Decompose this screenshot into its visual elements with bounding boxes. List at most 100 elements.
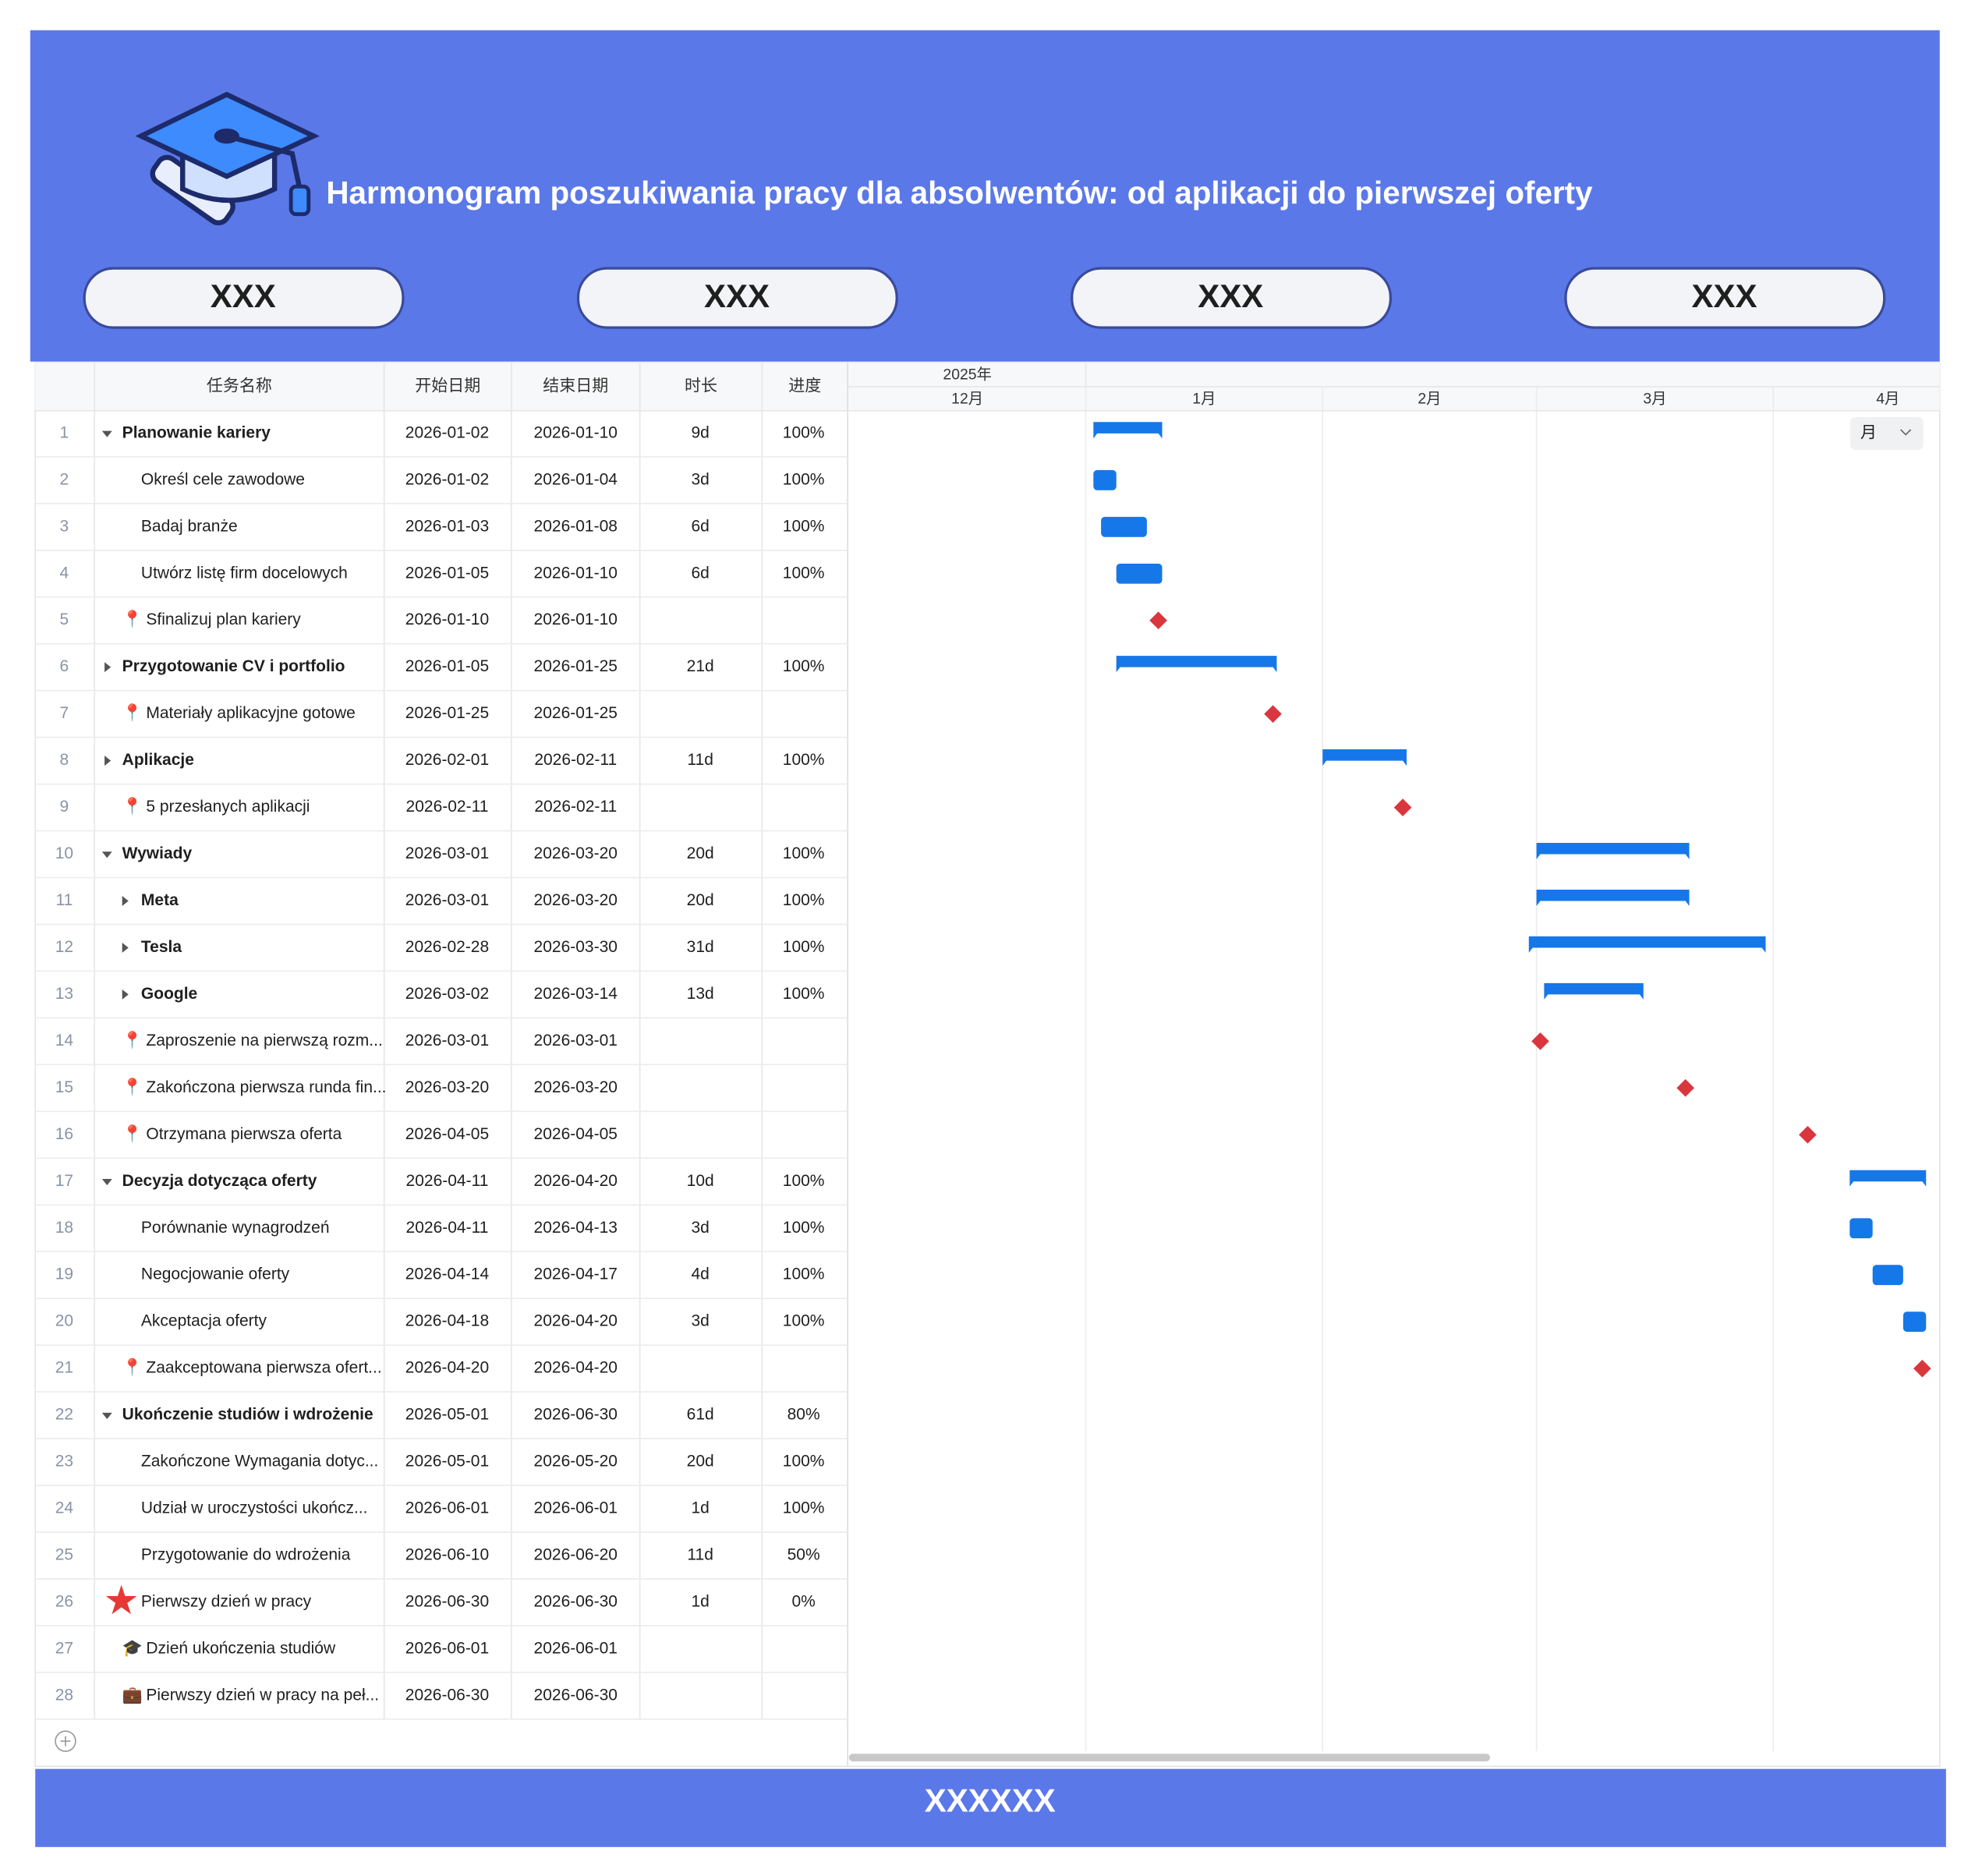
end-date: 2026-01-08 — [534, 517, 618, 535]
task-name: Google — [141, 985, 197, 1003]
end-date: 2026-03-20 — [534, 844, 618, 862]
summary-bar — [1536, 842, 1690, 859]
row-number: 13 — [55, 985, 73, 1003]
progress: 100% — [783, 1219, 825, 1237]
row-icon: 📍 — [122, 1030, 143, 1049]
timeline-body: 12月 2025年 1月 2月 3月 4月 — [943, 363, 1931, 1752]
toggle-expanded[interactable] — [101, 1412, 112, 1419]
column-header: 结束日期 — [543, 377, 608, 395]
row-number: 3 — [60, 517, 69, 535]
month-label: 3月 — [1643, 390, 1666, 407]
chevron — [1900, 429, 1912, 436]
task-bar — [1101, 516, 1147, 537]
toggle-expanded[interactable] — [101, 851, 112, 858]
column-header: 进度 — [788, 377, 821, 395]
end-date: 2026-04-20 — [534, 1312, 618, 1330]
end-date: 2026-01-25 — [534, 657, 618, 675]
progress: 0% — [791, 1593, 815, 1611]
duration: 9d — [692, 423, 710, 441]
end-date: 2026-06-20 — [534, 1546, 618, 1564]
task-name: Aplikacje — [122, 751, 194, 769]
row-icon: ★ — [103, 1577, 139, 1623]
row-icon: 📍 — [122, 796, 143, 816]
end-date: 2026-06-30 — [534, 1686, 618, 1704]
toggle-collapsed[interactable] — [122, 989, 129, 1000]
start-date: 2026-06-01 — [405, 1499, 489, 1517]
summary-bar — [1849, 1170, 1927, 1187]
duration: 1d — [692, 1499, 710, 1517]
table-header — [35, 363, 848, 411]
task-name: Planowanie kariery — [122, 423, 271, 441]
column-header: 时长 — [685, 377, 717, 395]
toggle-collapsed[interactable] — [104, 756, 111, 766]
month-label: 12月 — [951, 390, 983, 407]
header-button[interactable] — [576, 267, 898, 329]
start-date: 2026-02-01 — [405, 751, 489, 769]
row-number: 12 — [55, 938, 73, 956]
start-date: 2026-01-25 — [405, 704, 489, 722]
row-number: 20 — [55, 1312, 73, 1330]
row-number: 17 — [55, 1172, 73, 1190]
progress: 100% — [783, 1312, 825, 1330]
toggle-collapsed[interactable] — [122, 942, 129, 953]
toggle-expanded[interactable] — [101, 430, 112, 437]
row-number: 26 — [55, 1593, 73, 1611]
end-date: 2026-01-10 — [534, 423, 618, 441]
milestone — [1393, 798, 1412, 816]
month-label: 4月 — [1876, 390, 1899, 407]
start-date: 2026-04-18 — [405, 1312, 489, 1330]
progress: 100% — [783, 891, 825, 909]
duration: 6d — [692, 564, 710, 582]
task-name: Decyzja dotycząca oferty — [122, 1172, 317, 1190]
duration: 31d — [687, 938, 714, 956]
summary-bar — [1544, 982, 1644, 1000]
toggle-collapsed[interactable] — [104, 662, 111, 673]
start-date: 2026-06-10 — [405, 1546, 489, 1564]
row-number: 7 — [60, 704, 69, 722]
start-date: 2026-04-11 — [406, 1172, 489, 1190]
task-name: Badaj branże — [141, 517, 238, 535]
end-date: 2026-01-25 — [534, 704, 618, 722]
end-date: 2026-04-17 — [534, 1265, 618, 1283]
row-number: 28 — [55, 1686, 73, 1704]
header-button[interactable] — [83, 267, 405, 329]
toggle-collapsed[interactable] — [122, 896, 129, 906]
month-label: 2月 — [1418, 390, 1441, 407]
task-bar — [1093, 469, 1117, 490]
duration: 11d — [687, 751, 713, 769]
start-date: 2026-04-20 — [405, 1359, 489, 1377]
row-number: 21 — [55, 1359, 73, 1377]
end-date: 2026-03-14 — [534, 985, 618, 1003]
task-name: Materiały aplikacyjne gotowe — [146, 704, 355, 722]
task-name: Sfinalizuj plan kariery — [146, 611, 301, 628]
header-button[interactable] — [1071, 267, 1393, 329]
start-date: 2026-03-20 — [405, 1078, 489, 1096]
logo — [135, 91, 320, 225]
toggle-expanded[interactable] — [101, 1179, 112, 1186]
end-date: 2026-06-01 — [534, 1639, 618, 1657]
end-date: 2026-04-13 — [534, 1219, 618, 1237]
column-header: 任务名称 — [207, 377, 272, 395]
task-bar — [1872, 1265, 1903, 1286]
scrollbar[interactable] — [848, 1754, 1491, 1761]
start-date: 2026-04-11 — [406, 1219, 489, 1237]
start-date: 2026-02-11 — [406, 798, 489, 816]
row-icon: 📍 — [122, 703, 143, 722]
summary-bar — [1093, 422, 1163, 439]
view-select[interactable] — [1850, 416, 1924, 450]
task-name: Zakończona pierwsza runda fin... — [146, 1078, 386, 1096]
milestone — [1264, 705, 1282, 723]
add-row[interactable] — [55, 1730, 76, 1752]
progress: 100% — [783, 470, 825, 488]
end-date: 2026-06-30 — [534, 1406, 618, 1424]
progress: 100% — [783, 564, 825, 582]
end-date: 2026-01-04 — [534, 470, 618, 488]
header-button[interactable] — [1564, 267, 1886, 329]
duration: 4d — [692, 1265, 710, 1283]
task-name: Negocjowanie oferty — [141, 1265, 290, 1283]
row-icon: 📍 — [122, 1124, 143, 1143]
footer-text: XXXXXX — [925, 1782, 1056, 1818]
row-number: 16 — [55, 1125, 73, 1143]
row-number: 1 — [60, 423, 69, 441]
task-name: Udział w uroczystości ukończ... — [141, 1499, 368, 1517]
